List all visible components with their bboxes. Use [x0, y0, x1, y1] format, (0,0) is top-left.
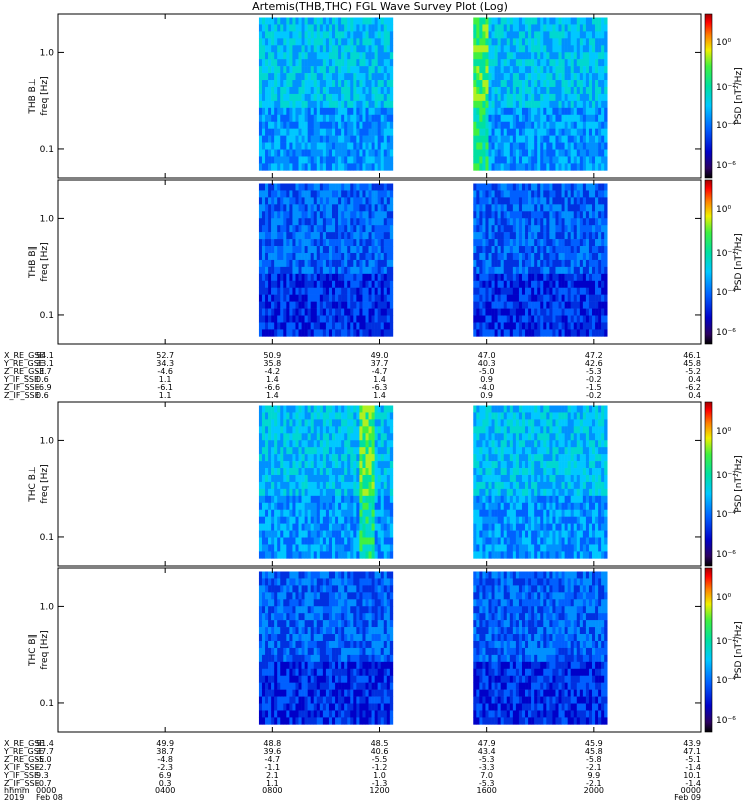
- hhmm-tick-label: 1600: [476, 786, 496, 795]
- plot-title: Artemis(THB,THC) FGL Wave Survey Plot (L…: [252, 0, 508, 13]
- colorbar-2-tick: 10⁻²: [716, 471, 736, 481]
- colorbar-3-label: PSD [nT²/Hz]: [734, 621, 744, 678]
- freq-tick-label: 1.0: [40, 602, 55, 612]
- freq-tick-label: 1.0: [40, 48, 55, 58]
- wave-survey-plot: Artemis(THB,THC) FGL Wave Survey Plot (L…: [0, 0, 750, 800]
- colorbar-1: PSD [nT²/Hz] 10⁰ 10⁻² 10⁻⁴ 10⁻⁶: [705, 180, 744, 344]
- hhmm-tick-label: 0800: [262, 786, 282, 795]
- colorbar-2: PSD [nT²/Hz] 10⁰ 10⁻² 10⁻⁴ 10⁻⁶: [705, 402, 744, 566]
- year-label: 2019: [4, 793, 24, 800]
- panel-3-label: THC B∥: [28, 634, 38, 667]
- panel-thc-bperp: 0.1 1.0: [40, 402, 701, 566]
- colorbar-0-label: PSD [nT²/Hz]: [734, 67, 744, 124]
- freq-tick-label: 0.1: [40, 145, 54, 155]
- freq-tick-label: 0.1: [40, 533, 54, 543]
- ephemeris-thc-values: 51.4 49.9 48.8 48.5 47.9 45.9 43.9 37.7 38.7 39.6…: [36, 739, 701, 788]
- colorbar-3-tick: 10⁰: [716, 593, 731, 603]
- spectrogram-block: [473, 184, 607, 337]
- spectrogram-block: [259, 406, 393, 559]
- ephemeris-value: 1.1: [159, 391, 172, 400]
- panel-3-freq-label: freq [Hz]: [40, 630, 50, 669]
- hhmm-tick-label: 1200: [369, 786, 389, 795]
- colorbar-1-tick: 10⁰: [716, 205, 731, 215]
- spectrogram-block: [259, 184, 393, 337]
- colorbar-1-tick: 10⁻⁴: [716, 288, 736, 298]
- hhmm-tick-label: 2000: [584, 786, 604, 795]
- panel-1-label: THB B∥: [28, 246, 38, 279]
- colorbar-3-tick: 10⁻⁶: [716, 716, 736, 726]
- spectrogram-block: [259, 18, 393, 171]
- ephemeris-thb-values: 54.1 52.7 50.9 49.0 47.0 47.2 46.133.1 34.3 35.8…: [36, 351, 701, 400]
- spectrogram-block: [473, 18, 607, 171]
- panel-thc-bpar: 0.1 1.0: [40, 568, 701, 732]
- colorbar-2-tick: 10⁻⁶: [716, 550, 736, 560]
- ephemeris-value: -0.2: [586, 391, 602, 400]
- colorbar-0-tick: 10⁻²: [716, 83, 736, 93]
- colorbar-2-tick: 10⁻⁴: [716, 510, 736, 520]
- ephemeris-value: 0.6: [36, 391, 49, 400]
- panel-thb-bperp: 0.1 1.0: [40, 14, 701, 178]
- colorbar-1-tick: 10⁻⁶: [716, 328, 736, 338]
- freq-tick-label: 0.1: [40, 311, 54, 321]
- spectrogram-block: [473, 572, 607, 725]
- panel-thb-bpar: 0.1 1.0: [40, 180, 701, 344]
- panel-1-freq-label: freq [Hz]: [40, 242, 50, 281]
- colorbar-0-tick: 10⁻⁶: [716, 161, 736, 171]
- freq-tick-label: 1.0: [40, 436, 55, 446]
- colorbar-3: PSD [nT²/Hz] 10⁰ 10⁻² 10⁻⁴ 10⁻⁶: [705, 568, 744, 732]
- spectrogram-block: [259, 572, 393, 725]
- spectrogram-block: [473, 406, 607, 559]
- ephemeris-value: 1.4: [373, 391, 386, 400]
- date-label: Feb 09: [674, 793, 701, 800]
- hhmm-tick-label: 0400: [155, 786, 175, 795]
- ephemeris-value: 0.4: [688, 391, 701, 400]
- colorbar-3-tick: 10⁻²: [716, 637, 736, 647]
- freq-tick-label: 1.0: [40, 214, 55, 224]
- ephemeris-value: 1.4: [266, 391, 279, 400]
- freq-tick-label: 0.1: [40, 699, 54, 709]
- colorbar-3-tick: 10⁻⁴: [716, 676, 736, 686]
- panel-2-label: THC B⊥: [28, 466, 38, 503]
- panel-0-freq-label: freq [Hz]: [40, 76, 50, 115]
- colorbar-0-tick: 10⁰: [716, 38, 731, 48]
- colorbar-0-tick: 10⁻⁴: [716, 121, 736, 131]
- colorbar-0: PSD [nT²/Hz] 10⁰ 10⁻² 10⁻⁴ 10⁻⁶: [705, 14, 744, 178]
- panel-0-label: THB B⊥: [28, 78, 38, 114]
- ephemeris-value: 0.9: [480, 391, 493, 400]
- colorbar-2-tick: 10⁰: [716, 427, 731, 437]
- date-label: Feb 08: [36, 793, 63, 800]
- colorbar-2-label: PSD [nT²/Hz]: [734, 455, 744, 512]
- panel-2-freq-label: freq [Hz]: [40, 464, 50, 503]
- colorbar-1-tick: 10⁻²: [716, 249, 736, 259]
- eph-thb-label: Z_IF_SSE: [4, 391, 40, 400]
- colorbar-1-label: PSD [nT²/Hz]: [734, 233, 744, 290]
